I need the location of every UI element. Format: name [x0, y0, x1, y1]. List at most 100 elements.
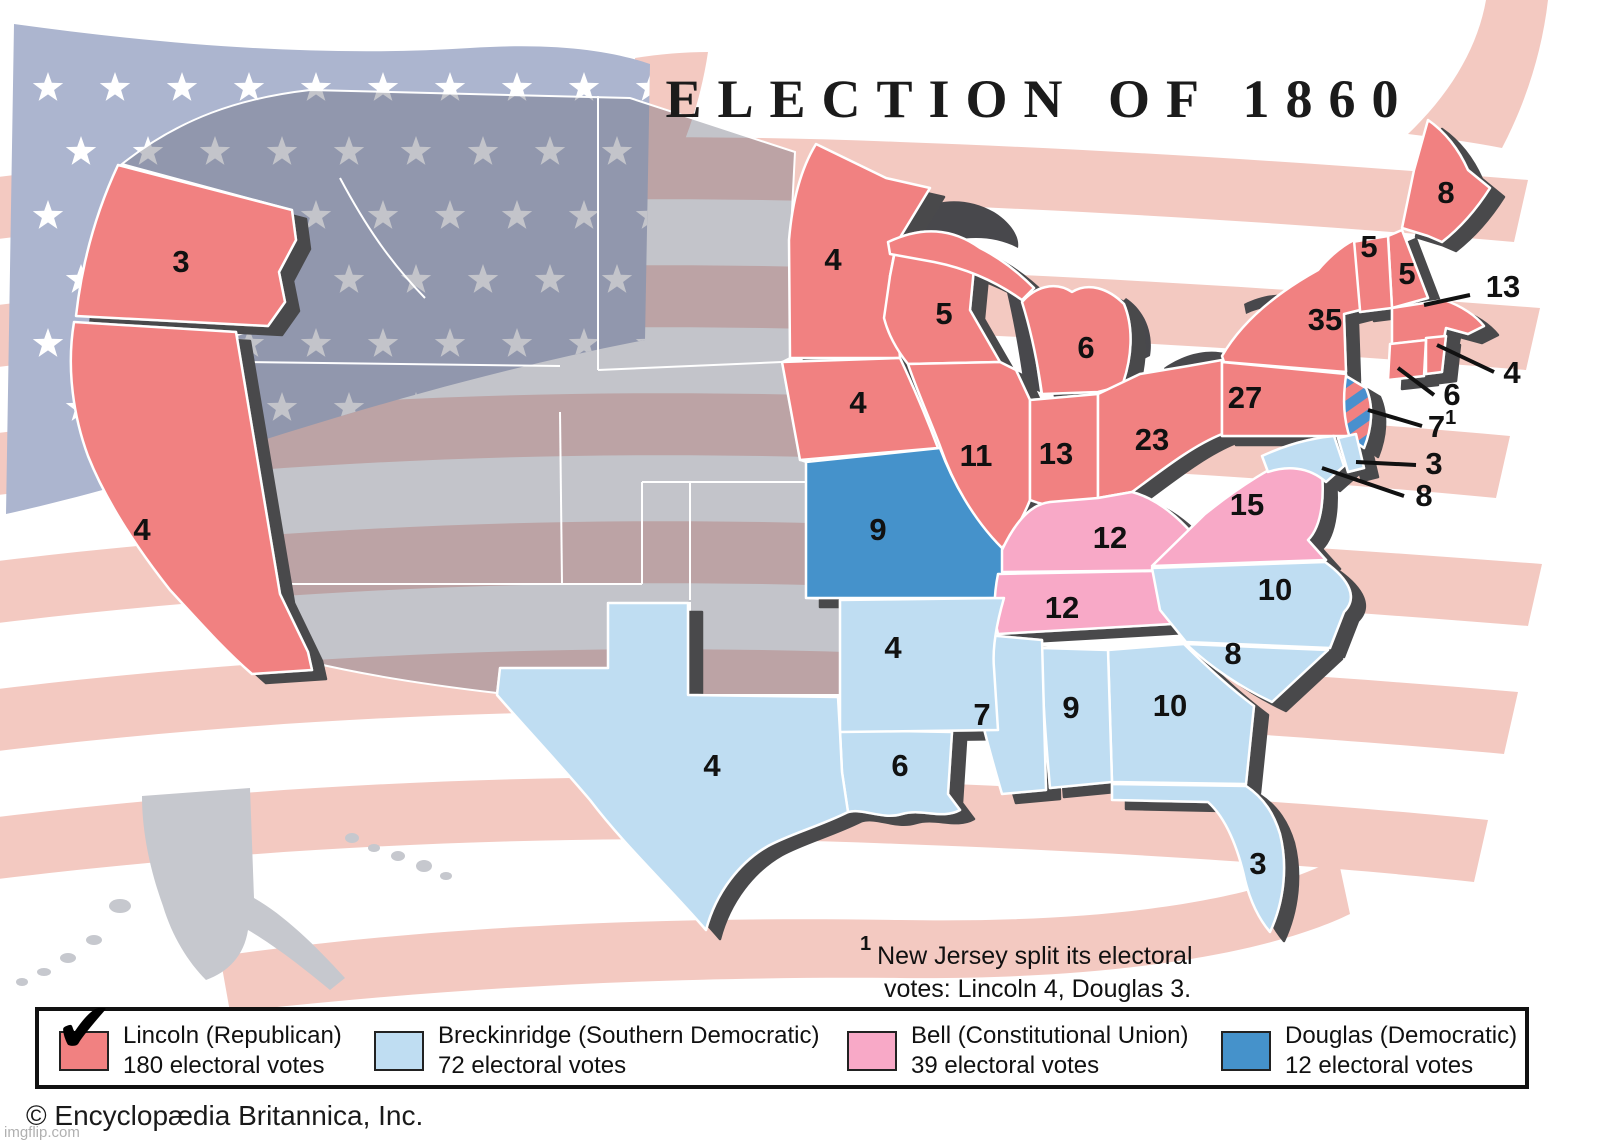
- alaska-hawaii-silhouettes: [16, 788, 452, 990]
- flag-star-icon: [534, 264, 566, 293]
- flag-star-icon: [434, 200, 466, 229]
- votes-label-ms: 7: [973, 697, 990, 732]
- flag-star-icon: [132, 136, 164, 165]
- state-maine: [1400, 118, 1492, 244]
- flag-star-icon: [333, 136, 365, 165]
- votes-label-me: 8: [1437, 175, 1454, 210]
- flag-star-icon: [601, 136, 633, 165]
- leader-line-ct: [1396, 366, 1436, 397]
- votes-label-ri: 4: [1503, 355, 1521, 390]
- flag-star-icon: [534, 136, 566, 165]
- votes-label-or: 3: [172, 244, 189, 279]
- state-new-york: [1220, 238, 1362, 374]
- flag-star-icon: [65, 136, 97, 165]
- flag-star-icon: [333, 392, 365, 421]
- flag-star-icon: [400, 264, 432, 293]
- flag-star-icon: [266, 392, 298, 421]
- alaska: [142, 788, 345, 990]
- legend-votes: 180 electoral votes: [123, 1052, 325, 1079]
- flag-star-icon: [501, 328, 533, 357]
- flag-star-icon: [233, 72, 265, 101]
- votes-label-ca: 4: [133, 512, 151, 547]
- flag-star-icon: [333, 264, 365, 293]
- votes-label-ar: 4: [884, 630, 902, 665]
- flag-star-icon: [568, 200, 600, 229]
- legend-votes: 72 electoral votes: [438, 1052, 627, 1079]
- legend-candidate: Lincoln (Republican): [123, 1022, 342, 1049]
- votes-label-al: 9: [1062, 690, 1079, 725]
- flag-star-icon: [266, 136, 298, 165]
- flag-star-icon: [367, 72, 399, 101]
- legend-text: Douglas (Democratic) 12 electoral votes: [1285, 1021, 1517, 1081]
- votes-label-in: 13: [1039, 436, 1073, 471]
- flag-star-icon: [300, 200, 332, 229]
- leader-line-nj: [1367, 408, 1423, 428]
- flag-star-icon: [501, 72, 533, 101]
- footnote-line1: New Jersey split its electoral: [877, 942, 1193, 970]
- flag-star-icon: [300, 72, 332, 101]
- votes-label-ma: 13: [1486, 269, 1520, 304]
- footnote-line2: votes: Lincoln 4, Douglas 3.: [884, 975, 1192, 1003]
- flag-star-icon: [199, 136, 231, 165]
- state-new-jersey: [1342, 374, 1373, 450]
- votes-label-wi: 5: [935, 296, 952, 331]
- state-rhode-island: [1424, 334, 1448, 376]
- votes-label-tx: 4: [703, 748, 721, 783]
- votes-label-oh: 23: [1135, 422, 1169, 457]
- leader-line-md: [1321, 466, 1405, 498]
- leader-line-de: [1355, 460, 1417, 467]
- flag-star-icon: [467, 264, 499, 293]
- flag-star-icon: [99, 72, 131, 101]
- state-south-carolina: [1184, 642, 1330, 704]
- votes-label-nc: 10: [1258, 572, 1292, 607]
- legend-votes: 39 electoral votes: [911, 1052, 1100, 1079]
- legend-text: Breckinridge (Southern Democratic) 72 el…: [438, 1021, 819, 1081]
- page-title: ELECTION OF 1860: [665, 69, 1415, 129]
- flag-star-icon: [434, 328, 466, 357]
- state-georgia: [1106, 642, 1256, 786]
- votes-label-mn: 4: [824, 242, 842, 277]
- copyright-notice: © Encyclopædia Britannica, Inc.: [26, 1100, 424, 1131]
- legend-text: Lincoln (Republican) 180 electoral votes: [123, 1021, 342, 1081]
- flag-star-icon: [501, 200, 533, 229]
- legend-item-lincoln: ✔ Lincoln (Republican) 180 electoral vot…: [55, 993, 342, 1081]
- votes-label-il: 11: [960, 438, 993, 473]
- flag-star-icon: [233, 328, 265, 357]
- imgflip-watermark: imgflip.com: [4, 1124, 80, 1141]
- legend-candidate: Douglas (Democratic): [1285, 1022, 1518, 1049]
- state-michigan: [886, 230, 1132, 396]
- flag-star-icon: [467, 136, 499, 165]
- territory-fill: [119, 88, 841, 696]
- votes-label-ny: 35: [1308, 302, 1342, 337]
- votes-label-la: 6: [891, 748, 908, 783]
- flag-star-icon: [601, 264, 633, 293]
- lincoln-color-swatch: [59, 1031, 109, 1071]
- state-arkansas: [838, 596, 1006, 734]
- flag-star-icon: [400, 136, 432, 165]
- footnote: 1 New Jersey split its electoral votes: L…: [860, 928, 1220, 1006]
- legend-item-bell: Bell (Constitutional Union) 39 electoral…: [847, 1021, 1188, 1081]
- votes-label-ia: 4: [849, 385, 867, 420]
- flag-star-icon: [300, 328, 332, 357]
- leader-lines: [1321, 293, 1495, 498]
- votes-label-vt: 5: [1360, 229, 1377, 264]
- votes-label-md: 8: [1415, 478, 1432, 513]
- flag-star-icon: [32, 72, 64, 101]
- state-florida: [1110, 782, 1286, 934]
- breckinridge-swatch-wrap: [374, 1031, 424, 1071]
- votes-label-ct: 6: [1443, 377, 1460, 412]
- legend-text: Bell (Constitutional Union) 39 electoral…: [911, 1021, 1188, 1081]
- legend-candidate: Breckinridge (Southern Democratic): [438, 1022, 820, 1049]
- flag-star-icon: [568, 72, 600, 101]
- flag-star-icon: [434, 72, 466, 101]
- flag-star-icon: [32, 200, 64, 229]
- flag-star-icon: [266, 264, 298, 293]
- state-louisiana: [838, 728, 962, 817]
- lake-michigan: [1000, 266, 1040, 392]
- votes-label-ga: 10: [1153, 688, 1187, 723]
- state-california: [69, 320, 314, 676]
- leader-line-ma: [1423, 293, 1471, 307]
- bell-swatch-wrap: [847, 1031, 897, 1071]
